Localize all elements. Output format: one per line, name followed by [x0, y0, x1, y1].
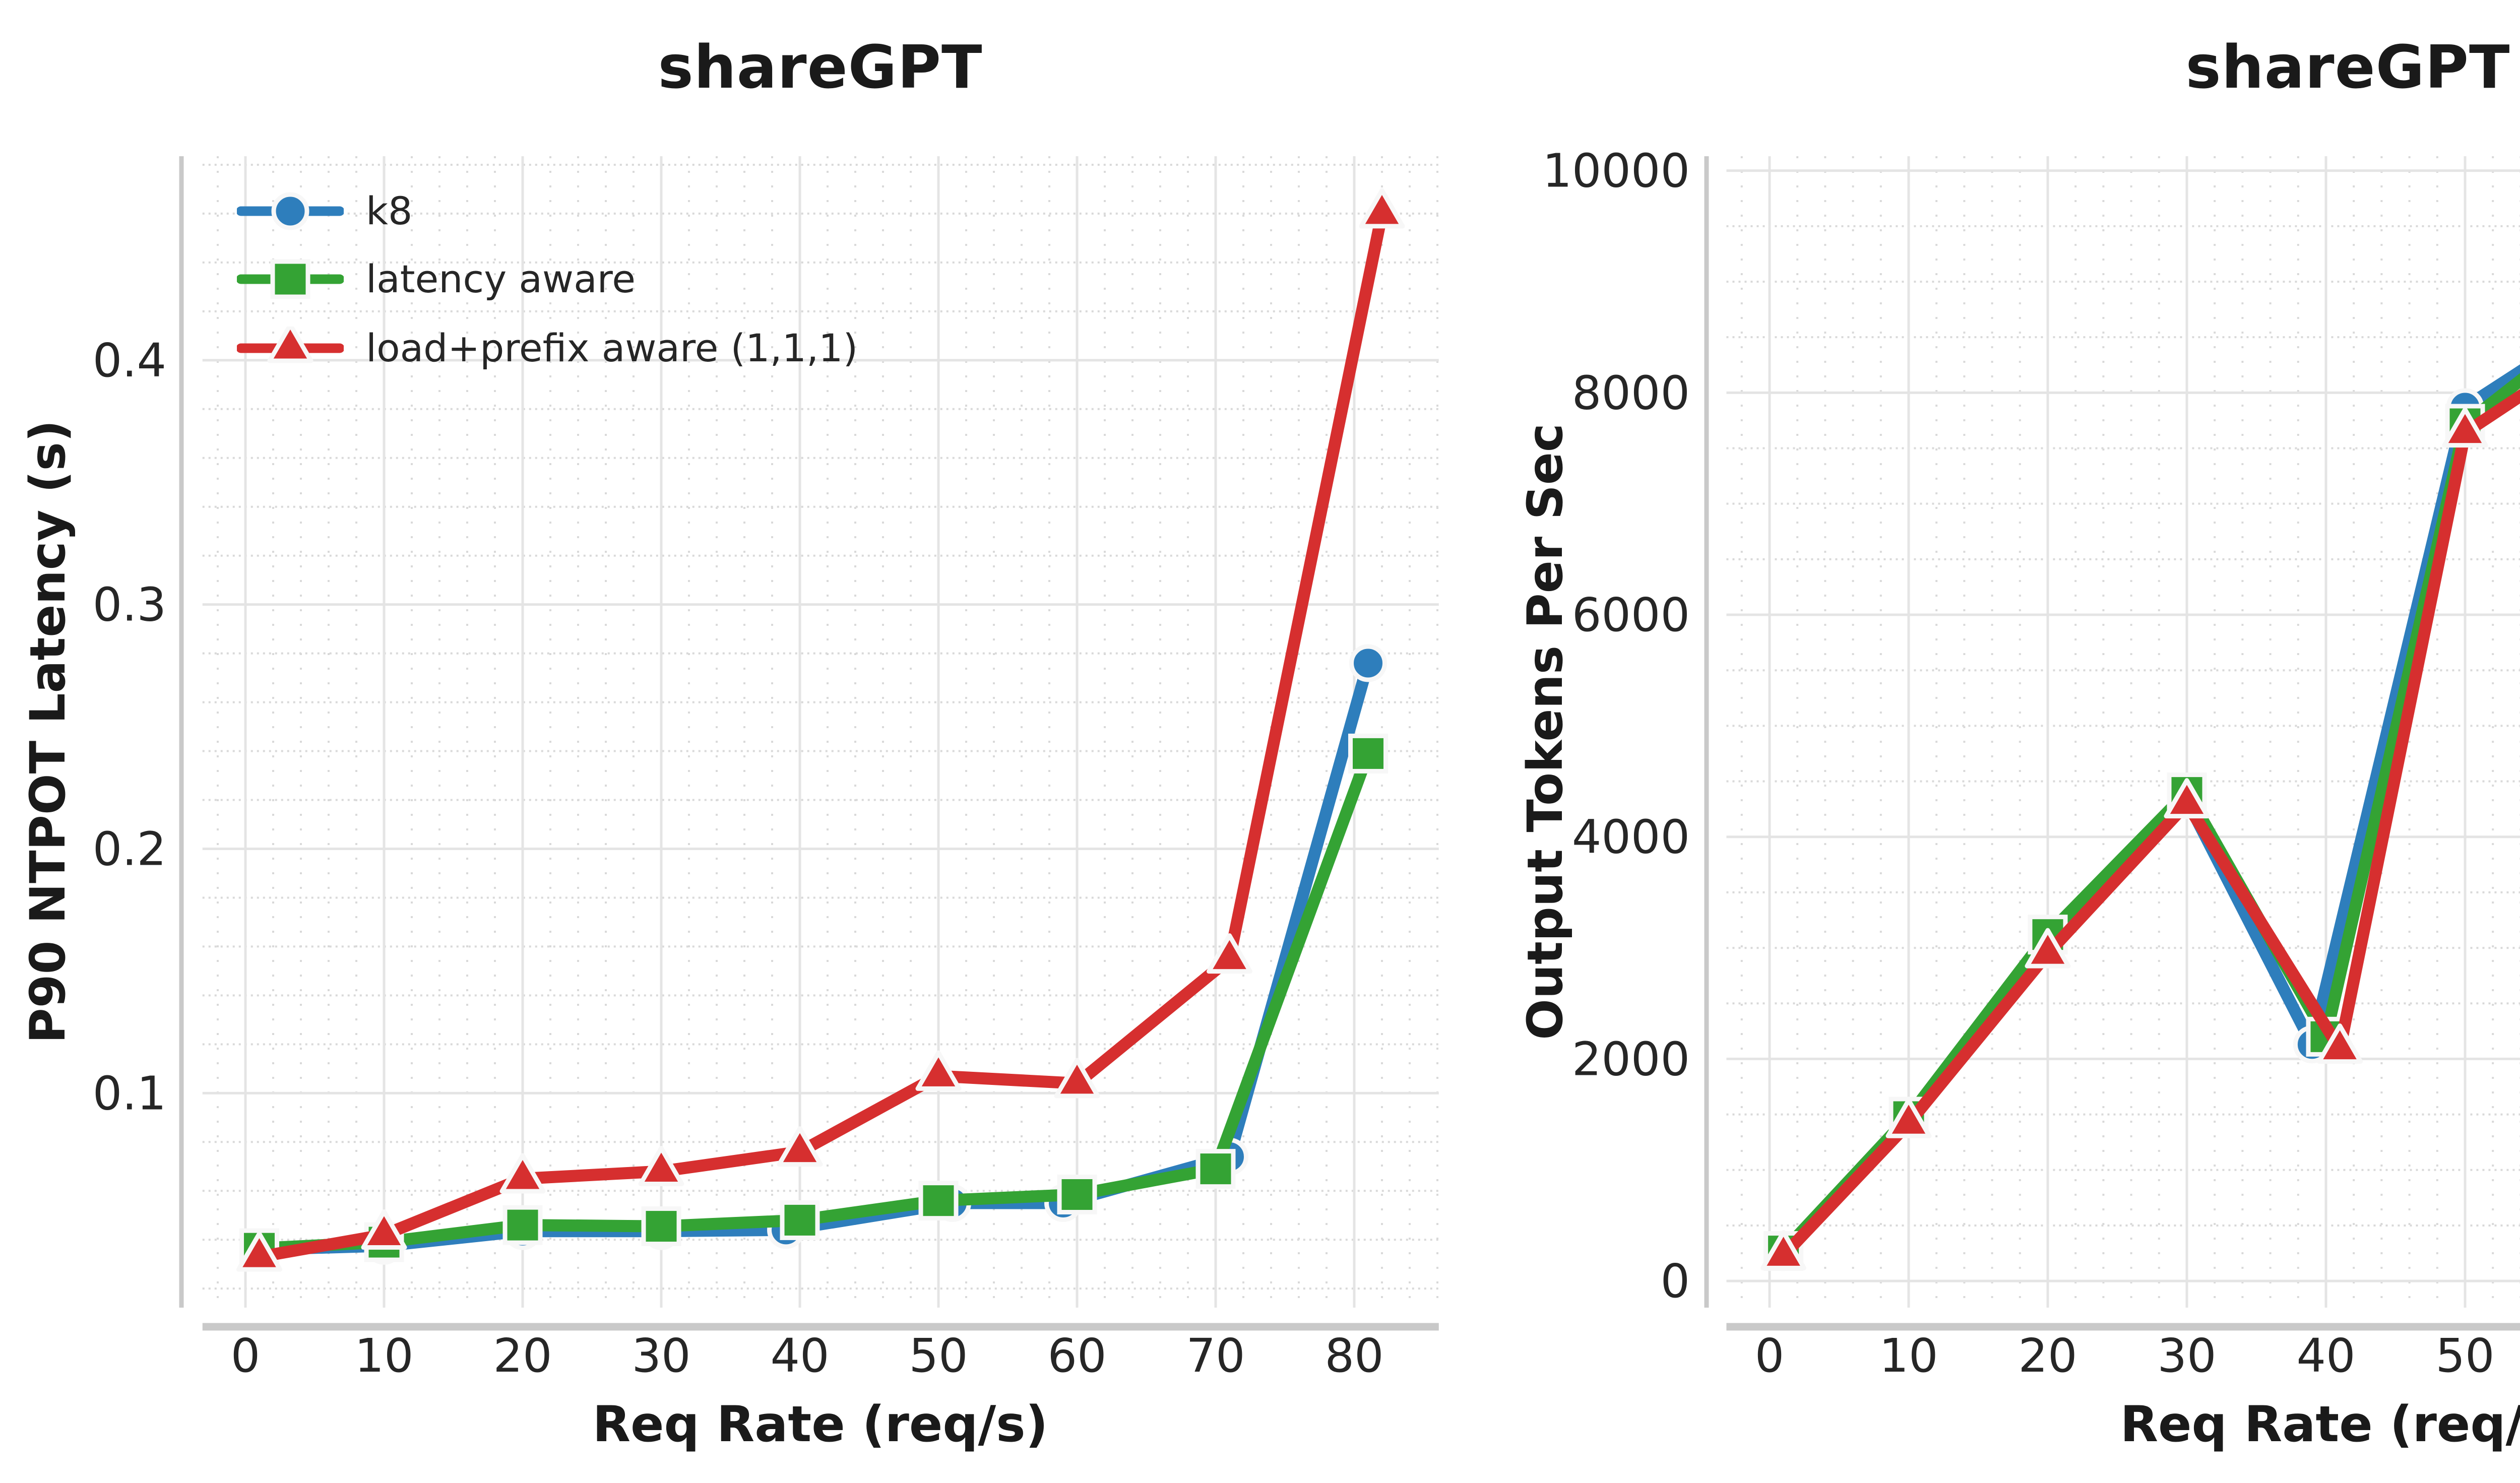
- legend-glyph: [236, 323, 345, 363]
- x-tick-label: 20: [2018, 1329, 2077, 1383]
- series-load_prefix_aware-marker: [2317, 1023, 2363, 1064]
- x-tick-label: 10: [354, 1329, 413, 1383]
- series-latency_aware-marker: [1348, 733, 1388, 773]
- latency-aware-square-marker-icon: [236, 257, 345, 301]
- series-k8-marker: [1349, 644, 1387, 682]
- series-load_prefix_aware-marker: [2164, 778, 2210, 819]
- series-load_prefix_aware-marker: [2025, 928, 2071, 969]
- x-tick-label: 0: [1755, 1329, 1785, 1383]
- series-latency_aware-marker: [918, 1181, 959, 1221]
- panel-throughput: 010203040506070800200040006000800010000 …: [1497, 0, 2520, 1483]
- series-load_prefix_aware-marker: [638, 1145, 684, 1186]
- x-tick-label: 70: [1186, 1329, 1245, 1383]
- series-latency_aware-marker: [1057, 1175, 1097, 1215]
- y-tick-label: 0.4: [93, 334, 166, 388]
- series-latency_aware-marker: [641, 1206, 681, 1247]
- y-tick-label: 0: [1660, 1254, 1690, 1308]
- legend-label: k8: [366, 188, 413, 233]
- series-load_prefix_aware-marker: [236, 1231, 282, 1272]
- legend-label: load+prefix aware (1,1,1): [366, 326, 858, 370]
- series-load_prefix_aware-marker: [499, 1153, 546, 1194]
- legend-marker: [271, 192, 309, 230]
- x-tick-label: 10: [1879, 1329, 1938, 1383]
- x-tick-label: 50: [909, 1329, 968, 1383]
- x-tick-label: 40: [2296, 1329, 2355, 1383]
- series-latency_aware-marker: [1195, 1149, 1236, 1189]
- x-tick-label: 40: [770, 1329, 829, 1383]
- load-prefix-aware-triangle-marker-icon: [236, 323, 345, 370]
- x-tick-label: 80: [1325, 1329, 1383, 1383]
- latency-plot-area: 0 10 20 30 40 50 60 70 80 0.1 0.2 0.3 0.4: [93, 156, 1439, 1383]
- legend-glyph: [236, 259, 345, 299]
- y-axis-label-throughput: Output Tokens Per Sec: [1517, 423, 1573, 1040]
- legend-marker: [270, 259, 310, 299]
- legend-glyph: [236, 192, 345, 230]
- page-title: shareGPT: [2185, 32, 2510, 102]
- y-tick-label: 0.3: [93, 578, 166, 632]
- series-latency_aware-marker: [780, 1200, 820, 1240]
- x-tick-label: 0: [231, 1329, 261, 1383]
- legend-item-k8: k8: [236, 188, 413, 233]
- y-tick-label: 10000: [1542, 144, 1690, 198]
- series-load_prefix_aware-marker: [1054, 1058, 1100, 1099]
- x-axis-label: Req Rate (req/s): [592, 1396, 1048, 1453]
- y-axis-label-latency: P90 NTPOT Latency (s): [20, 420, 76, 1044]
- x-tick-label: 50: [2435, 1329, 2494, 1383]
- x-tick-label: 30: [2157, 1329, 2216, 1383]
- x-axis-label: Req Rate (req/s): [2120, 1396, 2520, 1453]
- y-tick-label: 2000: [1572, 1032, 1690, 1086]
- legend-item-latency-aware: latency aware: [236, 256, 636, 301]
- series-load_prefix_aware-marker: [777, 1126, 823, 1167]
- y-tick-label: 4000: [1572, 810, 1690, 864]
- x-tick-label: 20: [493, 1329, 552, 1383]
- throughput-plot-area: 010203040506070800200040006000800010000: [1542, 144, 2520, 1383]
- series-load_prefix_aware-marker: [361, 1209, 407, 1250]
- series-load_prefix_aware-marker: [1760, 1230, 1807, 1270]
- legend-item-load-prefix-aware: load+prefix aware (1,1,1): [236, 323, 858, 370]
- legend-marker: [267, 323, 313, 363]
- x-tick-label: 60: [1047, 1329, 1106, 1383]
- y-tick-label: 6000: [1572, 588, 1690, 642]
- panel-latency: 0 10 20 30 40 50 60 70 80 0.1 0.2 0.3 0.4 shareGPT P…: [20, 32, 1439, 1453]
- series-latency_aware-marker: [502, 1205, 543, 1245]
- y-tick-label: 0.2: [93, 822, 166, 876]
- series-load_prefix_aware-marker: [1207, 933, 1252, 974]
- series-load_prefix_aware-marker: [1885, 1098, 1932, 1138]
- series-load_prefix_aware-marker: [915, 1050, 962, 1091]
- k8-circle-marker-icon: [236, 189, 345, 233]
- x-tick-label: 30: [632, 1329, 690, 1383]
- y-tick-label: 0.1: [93, 1066, 166, 1120]
- page-title: shareGPT: [658, 32, 983, 102]
- series-load_prefix_aware-marker: [1359, 188, 1405, 229]
- series-load_prefix_aware-marker: [2442, 407, 2488, 448]
- legend-label: latency aware: [366, 256, 636, 301]
- y-tick-label: 8000: [1572, 366, 1690, 420]
